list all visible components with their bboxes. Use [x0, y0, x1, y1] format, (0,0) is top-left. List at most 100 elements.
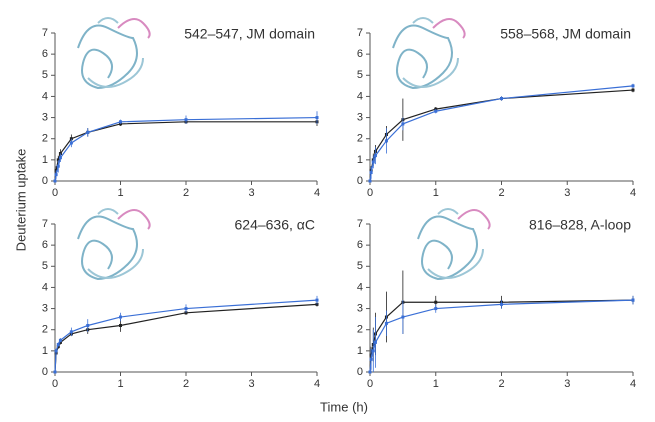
structure-icon [427, 208, 484, 279]
y-tick-label: 7 [42, 27, 48, 39]
y-tick-label: 6 [357, 48, 363, 60]
structure-icon [417, 215, 478, 281]
y-tick-label: 6 [42, 48, 48, 60]
data-point [86, 130, 90, 134]
data-point [184, 307, 188, 311]
y-tick-label: 0 [42, 366, 48, 378]
data-point [119, 323, 122, 327]
x-tick-label: 1 [433, 187, 439, 199]
x-axis-label: Time (h) [320, 399, 368, 414]
x-tick-label: 0 [367, 187, 373, 199]
data-point [69, 141, 73, 145]
y-tick-label: 2 [42, 324, 48, 336]
data-point [434, 109, 438, 113]
y-tick-label: 5 [42, 69, 48, 81]
series-line [369, 89, 634, 182]
y-tick-label: 3 [42, 111, 48, 123]
y-tick-label: 1 [42, 345, 48, 357]
data-point [500, 97, 503, 101]
y-tick-label: 0 [42, 175, 48, 187]
data-point [54, 349, 58, 353]
y-tick-label: 1 [357, 154, 363, 166]
y-tick-label: 4 [42, 281, 48, 293]
y-tick-label: 0 [357, 366, 363, 378]
y-tick-label: 6 [357, 239, 363, 251]
x-tick-label: 1 [117, 378, 123, 390]
y-tick-label: 5 [357, 69, 363, 81]
structure-icon [77, 215, 138, 281]
data-point [58, 156, 62, 160]
y-tick-label: 0 [357, 175, 363, 187]
y-tick-label: 2 [357, 324, 363, 336]
structure-icon [87, 208, 144, 279]
y-tick-label: 5 [42, 260, 48, 272]
x-tick-label: 3 [248, 187, 254, 199]
data-point [368, 370, 372, 374]
y-tick-label: 7 [357, 27, 363, 39]
data-point [369, 357, 373, 361]
data-point [86, 323, 90, 327]
data-point [315, 116, 319, 120]
y-tick-label: 3 [42, 302, 48, 314]
data-point [56, 164, 60, 168]
data-point [53, 370, 57, 374]
y-tick-label: 5 [357, 260, 363, 272]
y-tick-label: 7 [357, 218, 363, 230]
x-tick-label: 2 [183, 187, 189, 199]
data-point [631, 84, 635, 88]
x-tick-label: 4 [314, 378, 320, 390]
data-point [401, 122, 405, 126]
data-point [401, 315, 405, 319]
series-line [54, 116, 318, 182]
data-point [119, 120, 122, 124]
y-tick-label: 1 [42, 154, 48, 166]
panel-title: 816–828, A-loop [529, 217, 631, 233]
data-point [371, 160, 375, 164]
data-point [369, 171, 373, 175]
x-tick-label: 0 [367, 378, 373, 390]
series-line [369, 299, 634, 373]
x-tick-label: 3 [248, 378, 254, 390]
structure-icon [392, 24, 453, 90]
structure-highlight [432, 18, 466, 39]
x-tick-label: 4 [630, 378, 636, 390]
data-point [371, 349, 375, 353]
x-tick-label: 1 [433, 378, 439, 390]
x-tick-label: 4 [630, 187, 636, 199]
y-tick-label: 3 [357, 111, 363, 123]
y-tick-label: 4 [42, 90, 48, 102]
data-point [184, 118, 188, 122]
data-point [119, 315, 122, 319]
y-tick-label: 2 [42, 133, 48, 145]
panel-title: 624–636, αC [235, 217, 316, 233]
data-point [56, 343, 60, 347]
y-axis-label: Deuterium uptake [13, 149, 28, 252]
data-point [53, 179, 57, 183]
y-tick-label: 1 [357, 345, 363, 357]
data-point [434, 307, 438, 311]
x-tick-label: 0 [52, 187, 58, 199]
series-line [369, 299, 634, 373]
data-point [69, 330, 73, 334]
structure-highlight [117, 18, 151, 39]
data-point [434, 300, 438, 304]
structure-highlight [117, 209, 151, 230]
data-point [54, 173, 58, 177]
y-tick-label: 7 [42, 218, 48, 230]
structure-icon [77, 24, 138, 90]
x-tick-label: 4 [314, 187, 320, 199]
y-tick-label: 4 [357, 281, 363, 293]
structure-icon [87, 17, 144, 88]
y-tick-label: 6 [42, 239, 48, 251]
data-point [631, 88, 635, 92]
x-tick-label: 2 [183, 378, 189, 390]
data-point [315, 298, 319, 302]
data-point [373, 154, 377, 158]
data-point [500, 302, 503, 306]
panel-title: 542–547, JM domain [184, 26, 315, 42]
data-point [368, 179, 372, 183]
x-tick-label: 2 [498, 378, 504, 390]
data-point [631, 298, 635, 302]
data-point [373, 340, 377, 344]
